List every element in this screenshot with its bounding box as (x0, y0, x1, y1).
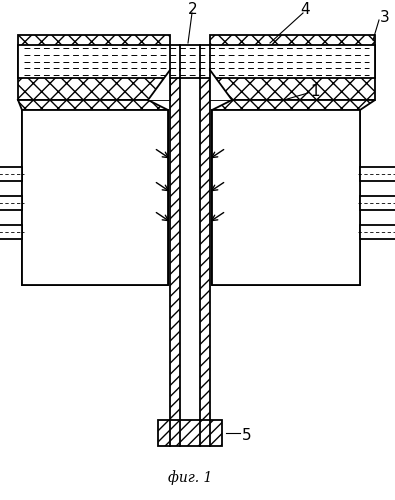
Bar (212, 110, 360, 285)
Polygon shape (210, 70, 232, 100)
Text: фиг. 1: фиг. 1 (168, 470, 212, 486)
Bar (212, 110, 360, 285)
Bar (170, 70, 180, 420)
Bar (180, 70, 200, 420)
Bar (200, 70, 210, 420)
Bar (18, 35, 170, 100)
Text: 4: 4 (300, 2, 310, 18)
Text: 5: 5 (242, 428, 252, 442)
Bar (22, 110, 168, 285)
Bar (22, 110, 168, 285)
Bar (360, 225, 395, 239)
Text: 1: 1 (310, 84, 320, 100)
Polygon shape (212, 100, 375, 110)
Bar (0, 225, 22, 239)
Bar (0, 196, 22, 210)
Bar (210, 35, 375, 100)
Bar (0, 167, 22, 181)
Bar (360, 196, 395, 210)
Polygon shape (18, 100, 168, 110)
Text: 2: 2 (188, 2, 198, 18)
Bar (18, 45, 375, 78)
Text: 3: 3 (380, 10, 390, 26)
Polygon shape (148, 70, 170, 100)
Bar (360, 167, 395, 181)
Bar (158, 420, 222, 446)
